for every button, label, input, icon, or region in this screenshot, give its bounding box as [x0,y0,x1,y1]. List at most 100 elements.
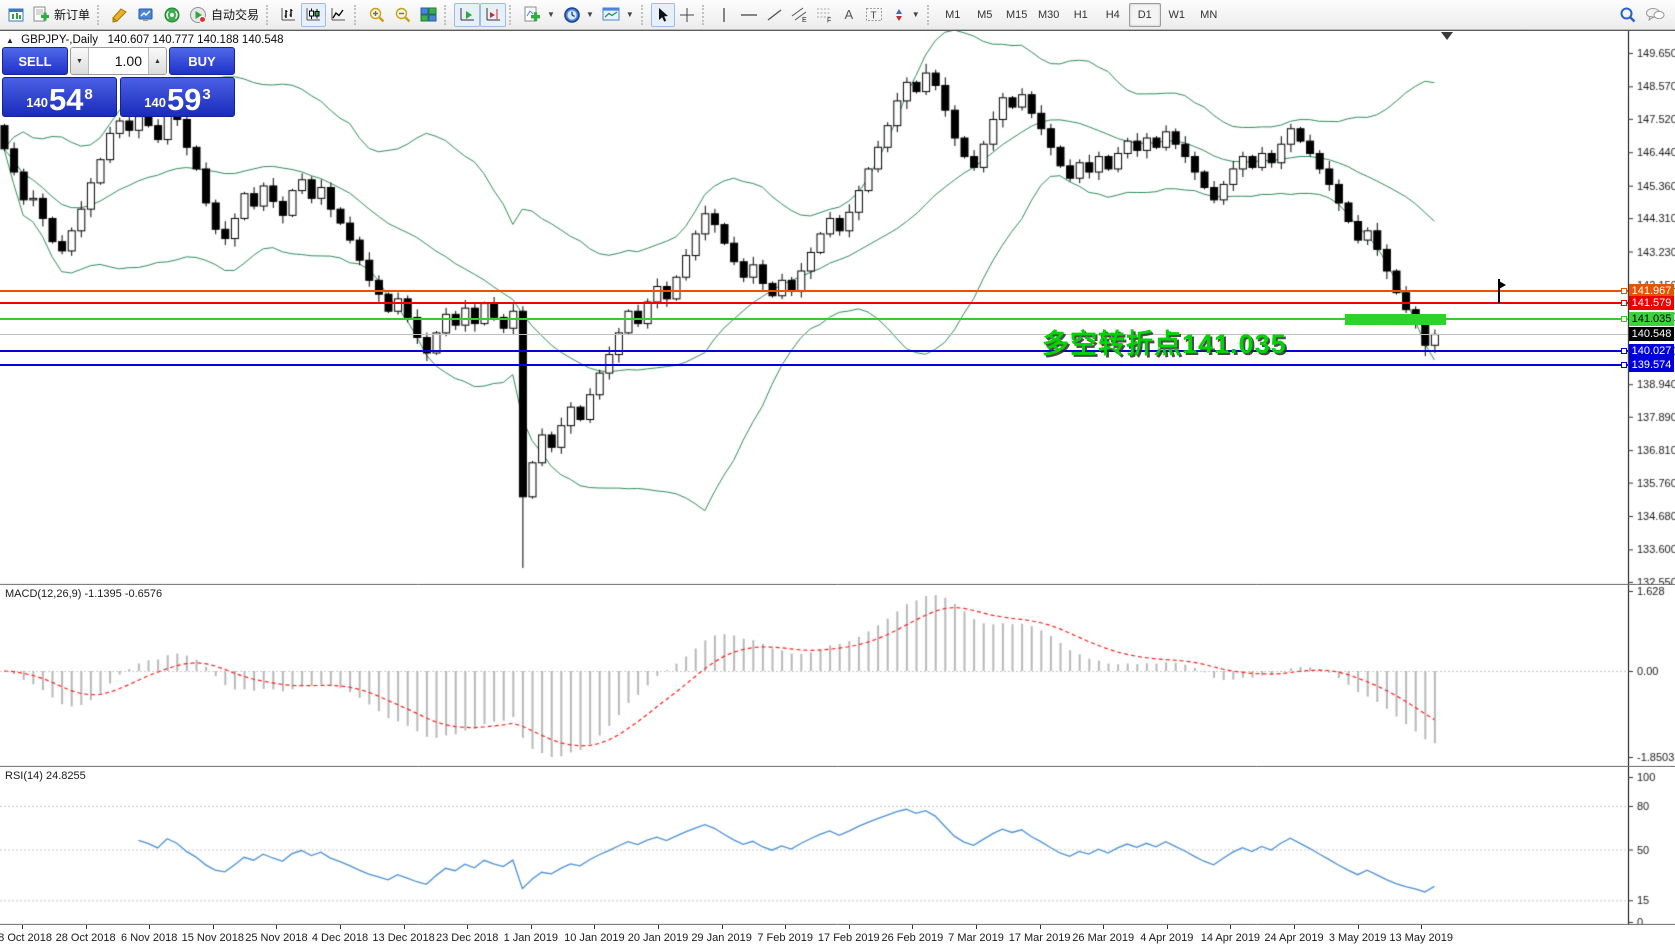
one-click-trading-panel: SELL ▼ 1.00 ▲ BUY 140 54 8 140 59 3 [2,47,235,117]
chat-icon[interactable] [1645,6,1665,23]
zoom-out-button[interactable] [390,3,416,27]
trendline-button[interactable] [762,3,787,27]
chart-shift-button[interactable] [480,2,507,27]
equidistant-channel-button[interactable]: E [787,3,812,27]
sell-button[interactable]: SELL [2,47,68,75]
indicators-button[interactable]: ▼ [519,3,559,27]
date-tick [1421,925,1423,929]
cursor-button[interactable] [650,2,675,27]
date-tick [785,925,787,929]
date-label: 7 Feb 2019 [757,932,814,944]
market-watch-icon[interactable] [133,3,159,27]
ask-pip: 3 [202,86,211,103]
date-tick [1357,925,1359,929]
bid-price[interactable]: 140 54 8 [2,77,117,117]
horizontal-line-button[interactable] [736,3,762,27]
date-label: 4 Dec 2018 [311,932,369,944]
metaeditor-icon[interactable] [107,3,133,27]
tf-m1-button[interactable]: M1 [945,8,961,21]
tf-d1-button[interactable]: D1 [1128,2,1161,27]
macd-indicator-label[interactable]: MACD(12,26,9) -1.1395 -0.6576 [5,588,163,600]
date-tick [530,925,532,929]
tf-h1-button[interactable]: H1 [1073,8,1088,21]
arrows-button[interactable]: ▼ [887,3,924,27]
date-tick [594,925,596,929]
date-tick [149,925,151,929]
date-label: 1 Jan 2019 [503,932,559,944]
date-label: 10 Jan 2019 [564,932,625,944]
new-order-button[interactable]: 新订单 [28,3,94,27]
rsi-pane-canvas[interactable] [0,767,1675,925]
volume-decrease-button[interactable]: ▼ [71,48,89,74]
arrows-caret-icon[interactable]: ▼ [911,10,920,19]
date-label: 6 Nov 2018 [121,932,178,944]
tf-m5-button[interactable]: M5 [977,8,993,21]
date-label: 26 Feb 2019 [881,932,944,944]
ask-big: 59 [166,82,202,117]
tf-w1-button[interactable]: W1 [1168,8,1185,21]
ask-price[interactable]: 140 59 3 [120,77,235,117]
volume-value[interactable]: 1.00 [114,53,142,69]
ask-prefix: 140 [144,95,166,110]
templates-button[interactable]: ▼ [598,3,638,27]
date-label: 4 Apr 2019 [1140,932,1194,944]
candlestick-chart-button[interactable] [301,2,327,27]
date-label: 26 Mar 2019 [1072,932,1135,944]
chart-window-icon [4,3,28,27]
date-label: 25 Nov 2018 [245,932,308,944]
date-tick [848,925,850,929]
rsi-indicator-label[interactable]: RSI(14) 24.8255 [5,770,86,782]
toolbar: 新订单 自动交易 [0,0,1675,30]
templates-caret-icon[interactable]: ▼ [625,10,634,19]
tf-mn-button[interactable]: MN [1200,8,1218,21]
symbol-title: ▲ GBPJPY-,Daily 140.607 140.777 140.188 … [6,34,284,46]
label-t-glyph: T [870,11,876,22]
indicators-caret-icon[interactable]: ▼ [547,10,555,19]
tf-m15-button[interactable]: M15 [1006,8,1028,21]
date-label: 29 Jan 2019 [691,932,752,944]
signals-icon[interactable] [159,3,185,27]
date-tick [976,925,977,929]
tile-windows-button[interactable] [416,3,441,27]
date-tick [85,925,87,929]
autotrading-label: 自动交易 [211,8,260,22]
tf-m30-button[interactable]: M30 [1038,8,1060,21]
date-label: 13 May 2019 [1389,932,1453,944]
bar-chart-button[interactable] [276,3,301,27]
auto-scroll-button[interactable] [454,2,481,27]
price-chart-canvas[interactable] [0,31,1675,585]
collapse-icon[interactable]: ▲ [6,36,14,45]
date-label: 13 Dec 2018 [372,932,435,944]
macd-pane-canvas[interactable] [0,585,1675,767]
date-tick [658,925,659,929]
bid-pip: 8 [84,86,93,103]
text-button[interactable]: A [837,3,861,27]
date-tick [340,925,341,929]
bid-big: 54 [48,82,84,117]
date-tick [912,925,914,929]
date-tick [467,925,469,929]
symbol-name: GBPJPY-,Daily [21,34,99,46]
buy-button[interactable]: BUY [169,47,235,75]
search-icon[interactable] [1619,6,1637,24]
tf-h4-button[interactable]: H4 [1105,8,1120,21]
date-label: 28 Oct 2018 [55,932,116,944]
fibo-f-glyph: F [827,18,831,24]
new-order-label: 新订单 [54,8,91,22]
text-label-button[interactable]: T [861,3,887,27]
periods-button[interactable]: ▼ [559,3,598,27]
vertical-line-button[interactable] [712,3,736,27]
crosshair-button[interactable] [675,3,699,27]
volume-increase-button[interactable]: ▲ [148,48,166,74]
date-tick [1039,925,1041,929]
periods-caret-icon[interactable]: ▼ [585,10,594,19]
autotrading-button[interactable]: 自动交易 [185,3,263,27]
timeframe-group: M1 M5 M15 M30 H1 H4 D1 W1 MN [937,2,1225,28]
zoom-in-button[interactable] [364,3,390,27]
date-label: 17 Mar 2019 [1008,932,1071,944]
line-chart-button[interactable] [326,3,351,27]
fibonacci-button[interactable]: F [812,3,837,27]
date-label: 3 May 2019 [1328,932,1387,944]
